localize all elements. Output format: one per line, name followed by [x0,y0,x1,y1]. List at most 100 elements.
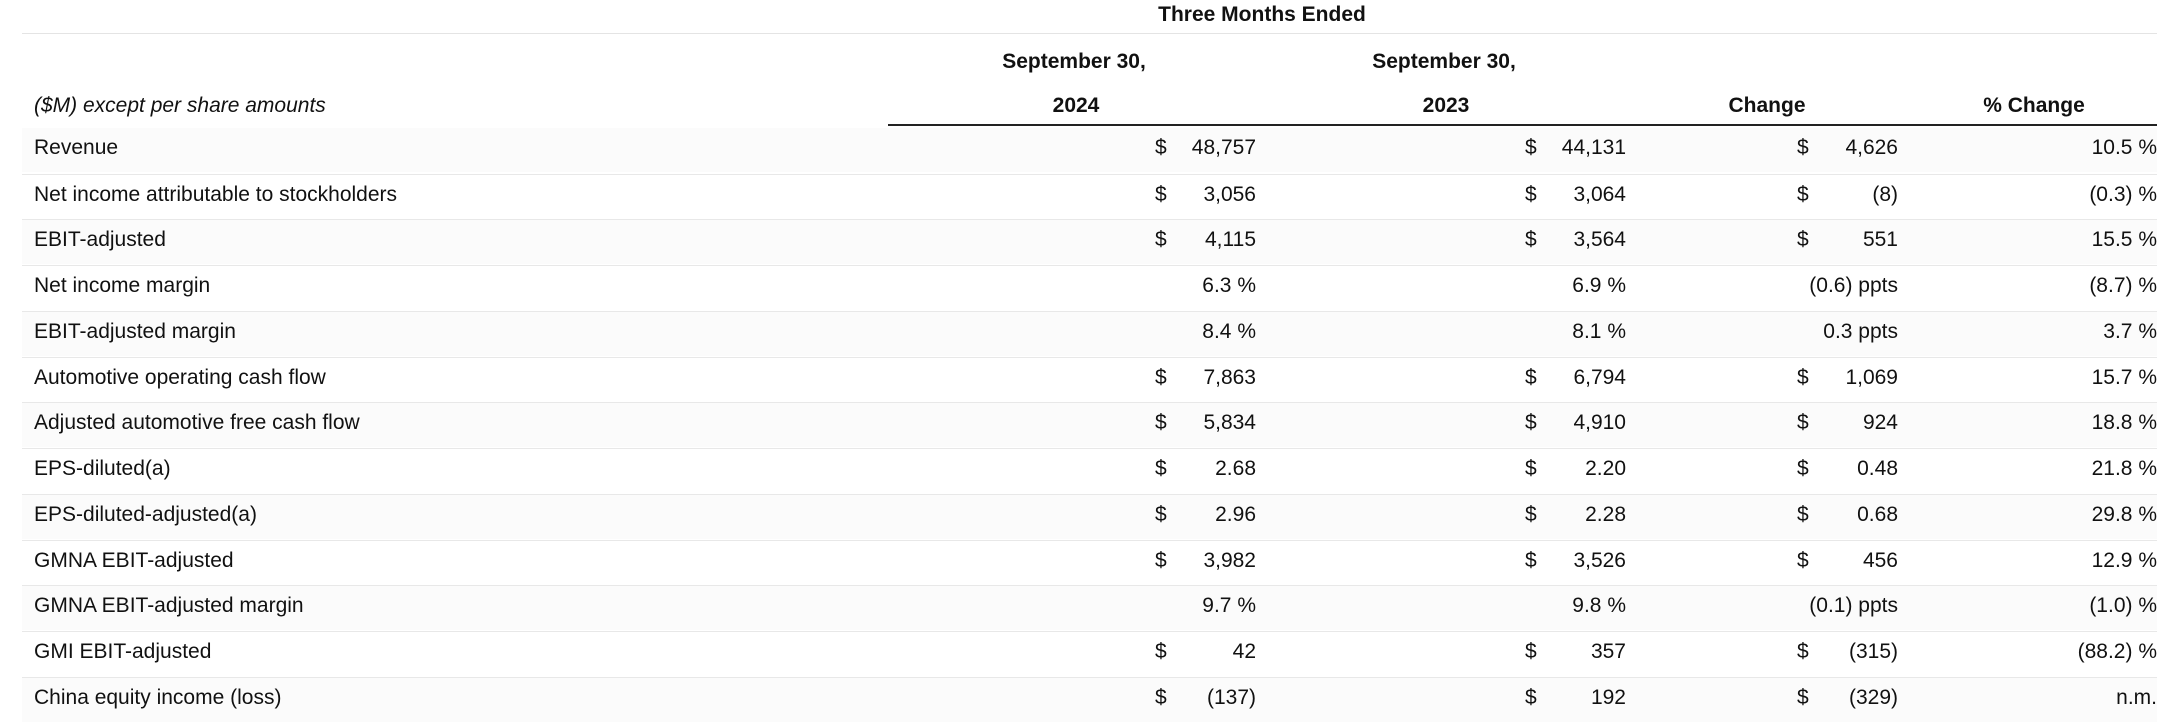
col4-value: 21.8 % [2091,457,2157,480]
col2-currency: $ [1525,183,1537,206]
col2-value: 44,131 [1561,136,1626,159]
col2-value: 3,526 [1573,549,1626,572]
col3-value: 456 [1862,549,1898,572]
col1-currency: $ [1155,183,1167,206]
col1-currency: $ [1155,686,1167,709]
table-row [22,312,2157,356]
table-row [22,128,2157,172]
col1-value: 2.68 [1215,457,1256,480]
col3-value: 551 [1862,228,1898,251]
col2-value: 6.9 % [1572,274,1626,297]
col4-value: 15.7 % [2091,366,2157,389]
col4-value: 29.8 % [2091,503,2157,526]
col1-value: 4,115 [1205,228,1256,251]
col3-value: 0.3 ppts [1823,320,1898,343]
header-divider [22,33,2157,34]
col4-value: (1.0) % [2089,594,2157,617]
col4-header: % Change [1983,94,2085,117]
col2-currency: $ [1525,457,1537,480]
col4-value: (88.2) % [2077,640,2157,663]
row-label: Revenue [34,136,119,159]
col3-currency: $ [1797,640,1809,663]
row-divider [22,357,2157,358]
table-row [22,586,2157,630]
col2-value: 8.1 % [1572,320,1626,343]
col1-value: 6.3 % [1202,274,1256,297]
row-label: EBIT-adjusted [34,228,166,251]
row-divider [22,540,2157,541]
col2-header-top: September 30, [1372,50,1516,73]
table-row [22,175,2157,219]
col3-currency: $ [1797,503,1809,526]
col4-value: 12.9 % [2091,549,2157,572]
row-label: EBIT-adjusted margin [34,320,236,343]
col1-value: 42 [1232,640,1256,663]
col1-currency: $ [1155,366,1167,389]
col2-currency: $ [1525,366,1537,389]
col3-currency: $ [1797,411,1809,434]
col2-value: 2.20 [1585,457,1626,480]
col1-value: 2.96 [1215,503,1256,526]
row-label: EPS-diluted(a) [34,457,171,480]
col2-value: 9.8 % [1572,594,1626,617]
table-row [22,495,2157,539]
col4-value: (8.7) % [2089,274,2157,297]
col1-value: 5,834 [1203,411,1256,434]
col2-currency: $ [1525,503,1537,526]
col3-value: 0.48 [1857,457,1898,480]
col4-value: (0.3) % [2089,183,2157,206]
row-label: China equity income (loss) [34,686,282,709]
row-label: Adjusted automotive free cash flow [34,411,360,434]
col4-value: 3.7 % [2103,320,2157,343]
col2-value: 4,910 [1573,411,1626,434]
row-divider [22,174,2157,175]
col1-value: 7,863 [1203,366,1256,389]
col1-currency: $ [1155,549,1167,572]
table-row [22,358,2157,402]
col2-value: 6,794 [1573,366,1626,389]
col3-value: (0.6) ppts [1809,274,1898,297]
row-label: Net income attributable to stockholders [34,183,398,206]
col2-value: 357 [1590,640,1626,663]
header-rule [888,124,2157,126]
col4-value: 15.5 % [2091,228,2157,251]
row-divider [22,494,2157,495]
col3-value: 4,626 [1845,136,1898,159]
row-divider [22,631,2157,632]
col1-value: 3,056 [1203,183,1256,206]
col1-header-bottom: 2024 [1052,94,1100,117]
col3-currency: $ [1797,228,1809,251]
col3-value: (329) [1848,686,1898,709]
row-label-header: ($M) except per share amounts [34,94,326,117]
col3-header: Change [1728,94,1806,117]
col4-value: n.m. [2116,686,2157,709]
col1-value: 9.7 % [1202,594,1256,617]
col2-header-bottom: 2023 [1422,94,1470,117]
table-row [22,220,2157,264]
col1-currency: $ [1155,228,1167,251]
col3-value: (315) [1848,640,1898,663]
col1-currency: $ [1155,457,1167,480]
table-row [22,449,2157,493]
col3-currency: $ [1797,366,1809,389]
table-row [22,632,2157,676]
col2-currency: $ [1525,228,1537,251]
row-divider [22,448,2157,449]
row-label: GMI EBIT-adjusted [34,640,212,663]
col1-value: 48,757 [1191,136,1256,159]
col2-currency: $ [1525,549,1537,572]
table-row [22,266,2157,310]
row-divider [22,219,2157,220]
col1-header-top: September 30, [1002,50,1146,73]
row-divider [22,265,2157,266]
row-label: GMNA EBIT-adjusted margin [34,594,304,617]
col3-currency: $ [1797,549,1809,572]
col1-currency: $ [1155,136,1167,159]
row-divider [22,585,2157,586]
row-divider [22,402,2157,403]
col2-currency: $ [1525,411,1537,434]
table-row [22,403,2157,447]
row-label: Automotive operating cash flow [34,366,326,389]
col2-currency: $ [1525,686,1537,709]
col3-value: (8) [1872,183,1898,206]
